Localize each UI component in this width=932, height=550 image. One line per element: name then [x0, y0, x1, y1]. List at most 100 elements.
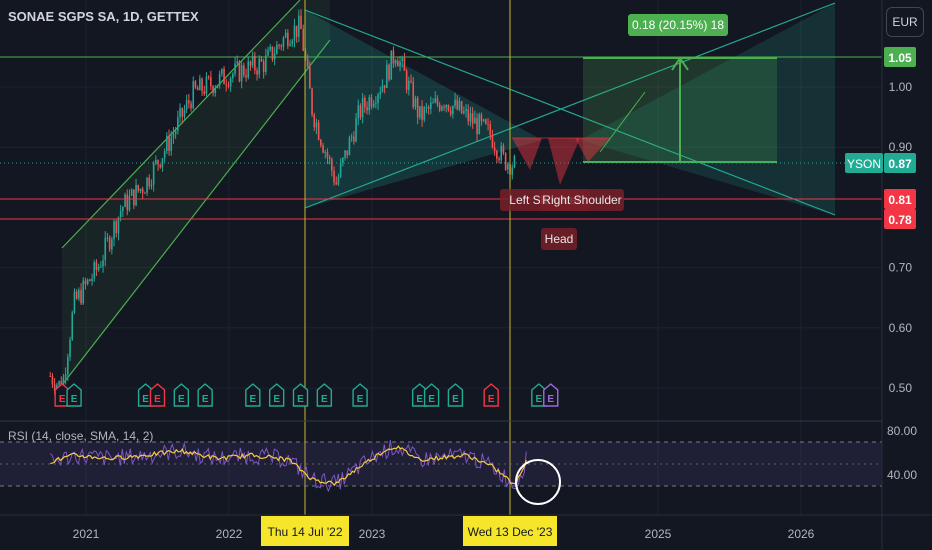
candle-body	[53, 384, 56, 391]
candle-body	[49, 375, 52, 377]
candle-body	[163, 151, 166, 159]
candle-body	[157, 159, 159, 165]
candle-body	[73, 291, 76, 313]
earnings-letter: E	[416, 394, 423, 405]
candle-body	[284, 32, 287, 38]
y-tick-label-3: 0.90	[889, 140, 913, 154]
candle-body	[245, 75, 247, 78]
candle-body	[298, 15, 300, 37]
candle-body	[117, 217, 120, 234]
candle-body	[328, 157, 331, 160]
candle-body	[238, 61, 241, 82]
candle-body	[513, 155, 516, 168]
target-diagonal	[599, 91, 646, 153]
candle-body	[471, 113, 474, 124]
candle-body	[106, 237, 109, 239]
candle-body	[502, 145, 505, 154]
rising-channel-fill	[62, 0, 330, 385]
rsi-highlight-circle	[515, 459, 561, 505]
currency-button[interactable]: EUR	[886, 7, 924, 37]
date-label-0-group: Thu 14 Jul '22	[261, 516, 349, 546]
rsi-ma-line	[50, 445, 527, 487]
candle-body	[141, 188, 144, 193]
candle-body	[498, 158, 500, 161]
candle-body	[113, 221, 115, 240]
candle-body	[315, 122, 318, 128]
candle-body	[269, 46, 272, 50]
candle-body	[412, 81, 415, 108]
candle-body	[240, 65, 243, 82]
candle-body	[383, 85, 386, 88]
candle-body	[300, 15, 302, 30]
candle-body	[441, 106, 443, 111]
candle-body	[69, 339, 71, 357]
candle-body	[146, 177, 148, 193]
target-label-bg	[628, 14, 728, 36]
candle-body	[324, 152, 327, 154]
candle-body	[214, 87, 217, 94]
candle-body	[368, 97, 371, 111]
candle-body	[152, 163, 155, 185]
candle-body	[130, 189, 133, 196]
y-tick-label-0: 0.50	[889, 381, 913, 395]
candle-body	[111, 239, 113, 250]
candle-body	[212, 86, 214, 94]
candle-body	[302, 29, 305, 51]
price-axis-bg	[882, 0, 932, 550]
earnings-shape	[352, 383, 368, 407]
earnings-letter: E	[488, 394, 495, 405]
candle-body	[478, 114, 481, 135]
price-label-level-2-group: 0.81	[884, 189, 916, 209]
y-tick-label-2: 0.70	[889, 261, 913, 275]
candles	[49, 9, 516, 397]
earnings-marker-4: E	[173, 383, 190, 407]
candle-body	[243, 65, 245, 76]
candle-body	[306, 58, 309, 67]
candle-body	[159, 164, 162, 168]
target-arrow-head	[671, 56, 689, 71]
candle-body	[188, 100, 190, 104]
earnings-shape	[149, 383, 166, 407]
candle-body	[434, 98, 437, 103]
candle-body	[84, 280, 87, 285]
candle-body	[405, 70, 408, 90]
earnings-letter: E	[59, 394, 66, 405]
candle-body	[408, 80, 410, 90]
candle-body	[416, 98, 419, 118]
candle-body	[425, 107, 428, 109]
candle-body	[181, 107, 184, 117]
candle-body	[262, 61, 265, 72]
candle-body	[232, 73, 234, 79]
price-label-level-3-group: 0.78	[884, 209, 916, 229]
earnings-marker-5: E	[197, 383, 213, 407]
candle-body	[201, 78, 203, 92]
candle-body	[361, 98, 364, 118]
candle-body	[287, 32, 289, 46]
candle-body	[511, 167, 514, 175]
price-label-bg-2	[884, 209, 916, 229]
price-label-level-1: 1.05	[888, 51, 912, 65]
candle-body	[256, 70, 258, 75]
candle-body	[137, 184, 140, 191]
candle-body	[221, 68, 223, 74]
x-tick-label-1: 2022	[216, 527, 243, 541]
label-head-group: Head	[541, 228, 577, 250]
candle-body	[148, 177, 151, 187]
candle-body	[452, 105, 454, 115]
candle-body	[128, 195, 131, 211]
candle-body	[414, 98, 417, 108]
label-right-shoulder-group: Right Shoulder	[540, 189, 624, 211]
candle-body	[102, 260, 104, 267]
earnings-shape	[292, 383, 309, 407]
price-label-level-2: 0.81	[888, 193, 912, 207]
earnings-marker-12: E	[423, 383, 440, 407]
candle-body	[394, 60, 397, 64]
earnings-marker-8: E	[292, 383, 309, 407]
candle-body	[339, 163, 342, 177]
candle-body	[249, 61, 252, 66]
candle-body	[139, 188, 142, 191]
y-tick-label-1: 0.60	[889, 321, 913, 335]
candle-body	[168, 135, 170, 151]
candle-body	[476, 117, 478, 135]
x-tick-label-4: 2026	[788, 527, 815, 541]
